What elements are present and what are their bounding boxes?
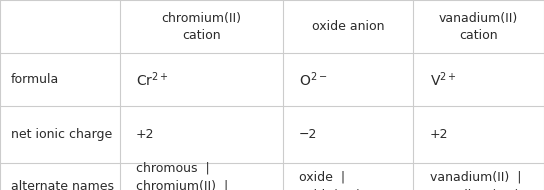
Text: Cr$^{2+}$: Cr$^{2+}$ — [136, 70, 169, 89]
Text: oxide  |
oxide(2−): oxide | oxide(2−) — [299, 171, 361, 190]
Text: V$^{2+}$: V$^{2+}$ — [430, 70, 456, 89]
Text: vanadium(II)
cation: vanadium(II) cation — [439, 12, 518, 42]
Text: O$^{2-}$: O$^{2-}$ — [299, 70, 327, 89]
Text: +2: +2 — [430, 128, 448, 141]
Text: vanadium(II)  |
vanadium(2+): vanadium(II) | vanadium(2+) — [430, 171, 521, 190]
Text: chromium(II)
cation: chromium(II) cation — [161, 12, 242, 42]
Text: formula: formula — [11, 73, 59, 86]
Text: oxide anion: oxide anion — [312, 20, 385, 33]
Text: +2: +2 — [136, 128, 154, 141]
Text: net ionic charge: net ionic charge — [11, 128, 112, 141]
Text: chromous  |
chromium(II)  |
chromium(2+): chromous | chromium(II) | chromium(2+) — [136, 162, 228, 190]
Text: −2: −2 — [299, 128, 318, 141]
Text: alternate names: alternate names — [11, 180, 114, 190]
